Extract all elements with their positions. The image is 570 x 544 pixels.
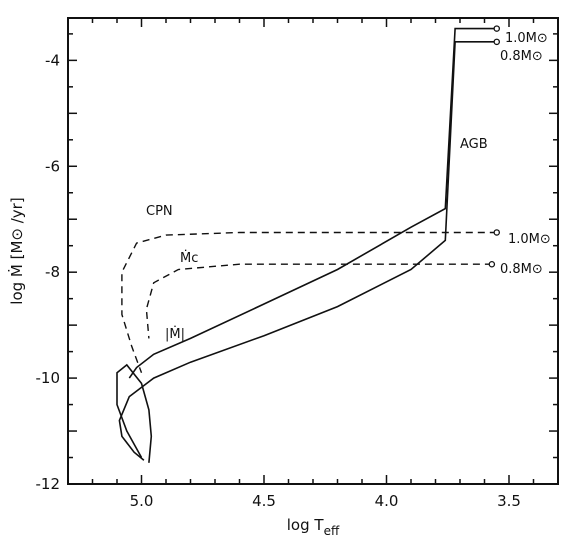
curve-group (116, 25, 500, 463)
cpn-label: CPN (146, 204, 173, 219)
y-tick-label: -4 (45, 51, 60, 69)
y-tick-label: -8 (45, 263, 60, 281)
x-tick-label: 4.5 (252, 492, 276, 510)
x-axis-label-sub: eff (324, 524, 340, 538)
endpoint-marker (488, 260, 496, 268)
endpoint-marker (493, 25, 500, 32)
y-tick-label: -6 (45, 157, 60, 175)
agb-label: AGB (460, 137, 488, 152)
plot-frame (67, 17, 559, 485)
y-axis-label: log Ṁ [M⊙ /yr] (7, 197, 26, 304)
y-tick-label: -12 (36, 475, 61, 493)
x-tick-label: 5.0 (130, 492, 154, 510)
y-tick-label: -10 (36, 369, 61, 387)
x-axis-label-main: log T (287, 516, 325, 534)
m-label: |Ṁ| (165, 326, 185, 342)
series-line-1 (118, 41, 497, 461)
series-line-0 (128, 27, 497, 379)
tick-group: -4 -6 -8 -10 -12 5.0 4.5 4.0 3.5 (36, 18, 559, 510)
mass-label-1-0-mid: 1.0M⊙ (508, 232, 551, 247)
x-tick-label: 4.0 (375, 492, 399, 510)
series-line-3 (121, 231, 497, 374)
mc-label: Ṁc (180, 250, 198, 266)
x-tick-label: 3.5 (497, 492, 521, 510)
endpoint-marker (493, 38, 500, 46)
endpoint-marker (493, 229, 500, 236)
mass-label-0-8-top: 0.8M⊙ (500, 49, 543, 64)
series-line-2 (116, 363, 153, 463)
x-axis-label: log Teff (287, 516, 340, 538)
mass-label-0-8-mid: 0.8M⊙ (500, 262, 543, 277)
mass-label-1-0-top: 1.0M⊙ (505, 31, 548, 46)
series-line-4 (145, 263, 492, 339)
